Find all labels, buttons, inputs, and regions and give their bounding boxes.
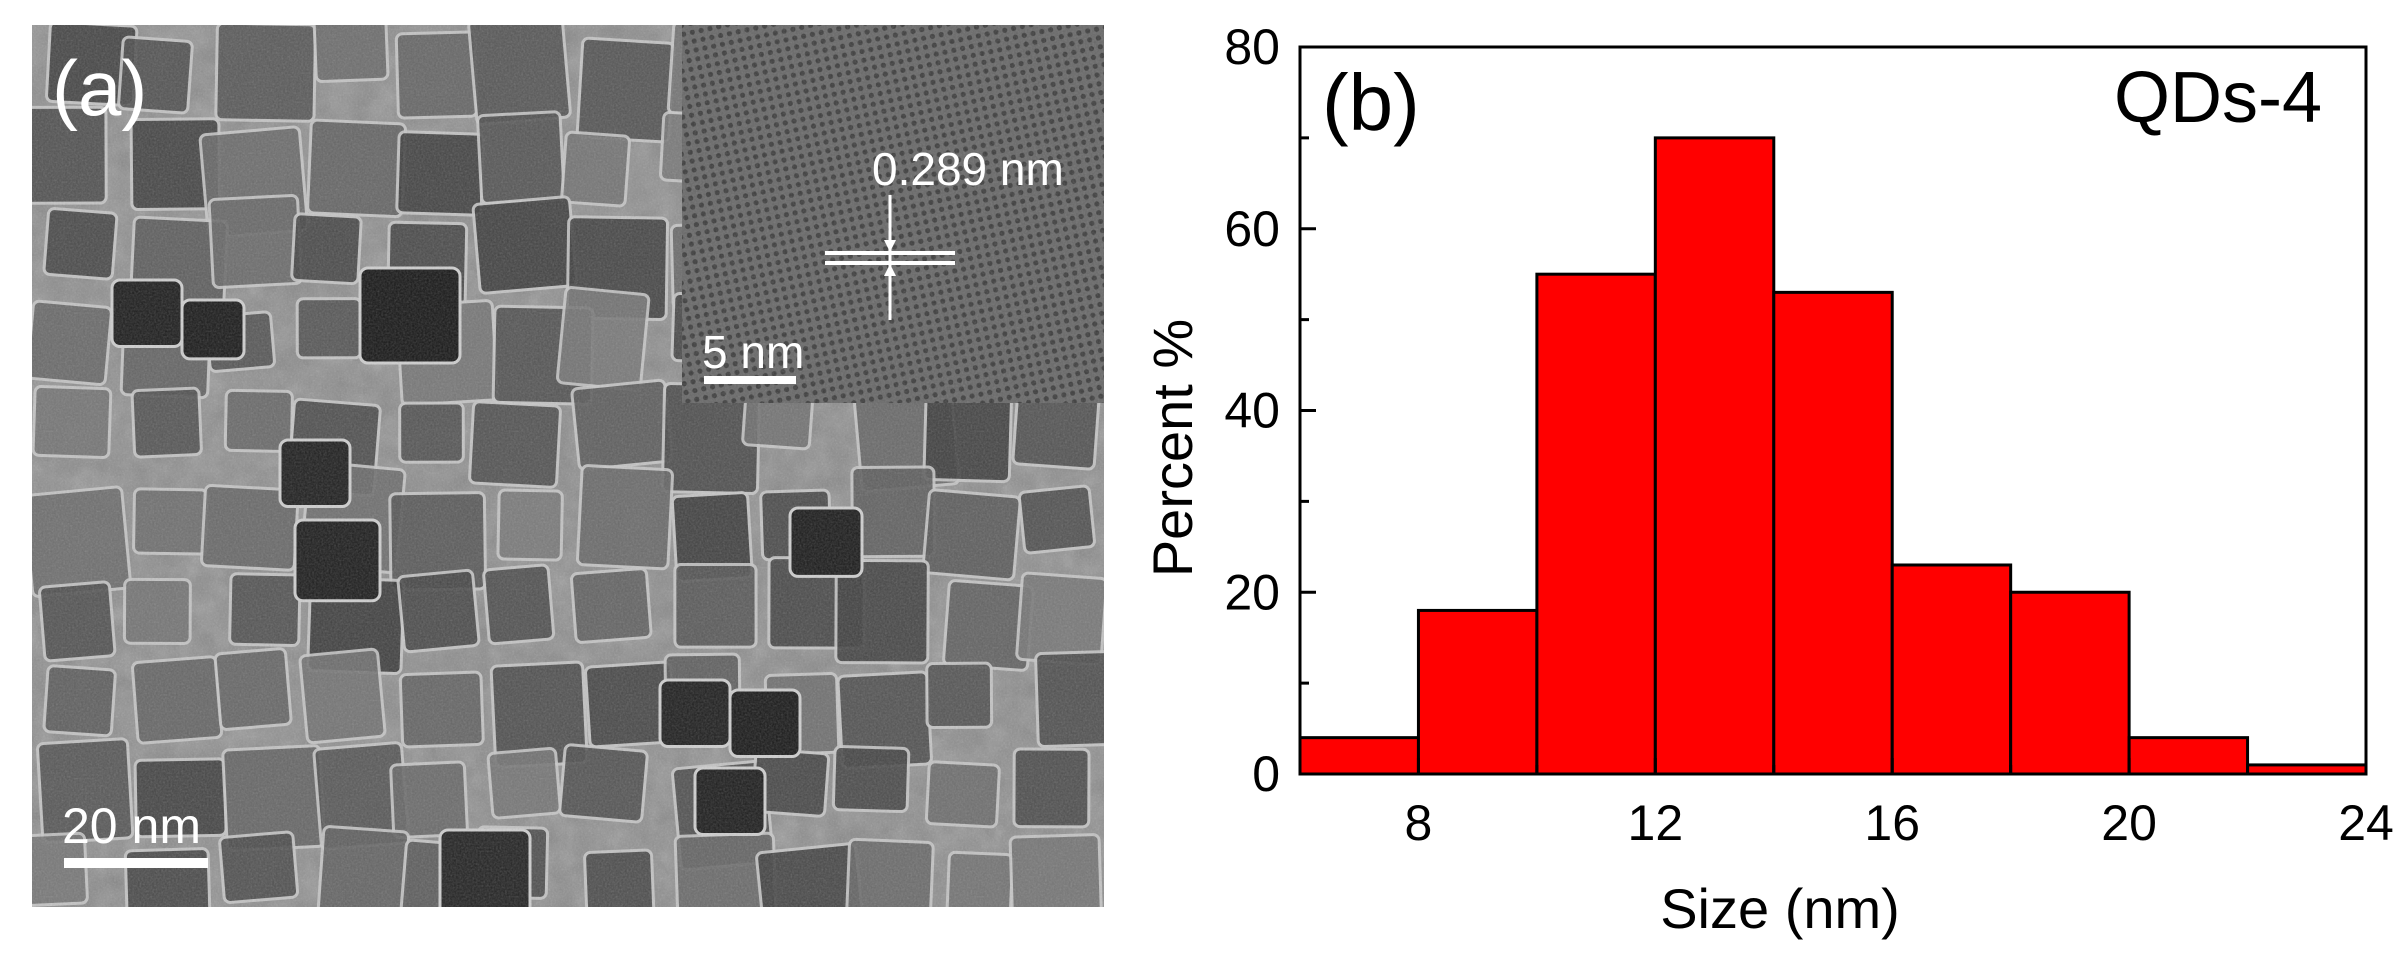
y-tick-label: 20 xyxy=(1224,564,1280,620)
x-tick-label: 24 xyxy=(2338,795,2394,851)
histogram-bar xyxy=(1653,136,1776,776)
y-axis-ticks: 0 20 40 60 80 xyxy=(1224,19,1316,802)
d-spacing-arrowhead-bottom xyxy=(884,264,896,276)
histogram-bar xyxy=(1772,290,1894,776)
histogram-bar xyxy=(1416,608,1539,776)
x-tick-label: 12 xyxy=(1628,795,1684,851)
panel-a-label: (a) xyxy=(52,44,147,132)
main-scale-bar-label: 20 nm xyxy=(62,798,201,854)
y-tick-label: 40 xyxy=(1224,383,1280,439)
histogram-bar xyxy=(2009,590,2131,776)
y-tick-label: 0 xyxy=(1252,746,1280,802)
histogram-bars xyxy=(1298,136,2368,776)
x-axis-label: Size (nm) xyxy=(1660,877,1900,940)
series-annotation: QDs-4 xyxy=(2114,58,2322,138)
lattice-spacing-label: 0.289 nm xyxy=(872,143,1064,195)
hrtem-inset-noise xyxy=(682,25,1104,403)
x-tick-label: 20 xyxy=(2101,795,2157,851)
main-scale-bar xyxy=(64,858,208,868)
x-tick-label: 8 xyxy=(1405,795,1433,851)
y-tick-label: 80 xyxy=(1224,19,1280,75)
y-tick-label: 60 xyxy=(1224,201,1280,257)
d-spacing-arrowhead-top xyxy=(884,240,896,252)
histogram-bar xyxy=(1298,736,1420,776)
x-axis-ticks: 8 12 16 20 24 xyxy=(1298,758,2394,851)
histogram-bar xyxy=(1890,563,2013,776)
inset-scale-bar xyxy=(704,376,796,384)
histogram-bar xyxy=(2127,736,2250,776)
histogram-bar xyxy=(1535,272,1657,776)
x-tick-label: 16 xyxy=(1864,795,1920,851)
panel-b-label: (b) xyxy=(1322,58,1420,147)
tem-image-panel: 0.289 nm 5 nm (a) 20 nm xyxy=(32,25,1104,907)
y-axis-label: Percent % xyxy=(1141,319,1204,577)
hrtem-inset: 0.289 nm 5 nm xyxy=(682,25,1104,403)
inset-scale-bar-label: 5 nm xyxy=(702,326,804,378)
